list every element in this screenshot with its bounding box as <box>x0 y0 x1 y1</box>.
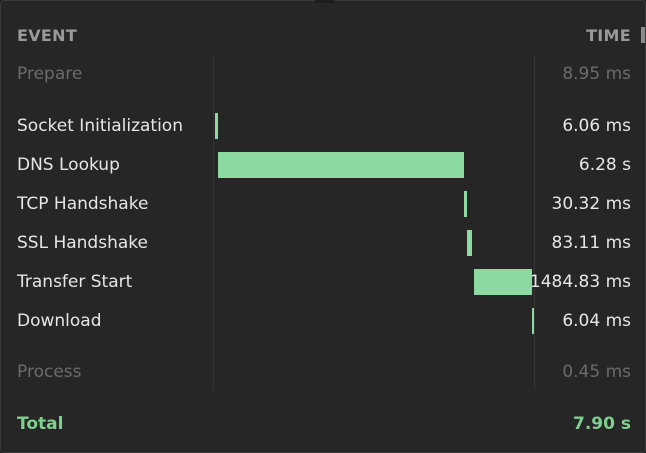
process-time: 0.45 ms <box>562 362 631 382</box>
total-label: Total <box>17 414 64 434</box>
event-time-ssl-handshake: 83.11 ms <box>551 233 632 253</box>
timeline-bar-download <box>532 308 534 334</box>
timeline-end-line <box>534 55 535 389</box>
event-label-download: Download <box>17 311 102 331</box>
total-time: 7.90 s <box>573 414 631 434</box>
timeline-bar-dns-lookup <box>218 152 464 178</box>
event-time-download: 6.04 ms <box>562 311 631 331</box>
event-label-tcp-handshake: TCP Handshake <box>17 194 149 214</box>
timeline-bar-ssl-handshake <box>467 230 472 256</box>
prepare-label: Prepare <box>17 64 83 84</box>
timeline-start-line <box>213 55 214 389</box>
event-label-ssl-handshake: SSL Handshake <box>17 233 148 253</box>
event-time-tcp-handshake: 30.32 ms <box>551 194 632 214</box>
time-column-header: TIME <box>586 26 631 45</box>
timeline-bar-transfer-start <box>474 269 532 295</box>
event-time-transfer-start: 1484.83 ms <box>529 272 631 292</box>
panel-pointer <box>315 0 335 3</box>
process-label: Process <box>17 362 82 382</box>
timeline-bar-socket-initialization <box>215 113 218 139</box>
event-label-socket-initialization: Socket Initialization <box>17 116 183 136</box>
scrollbar-handle[interactable] <box>641 27 645 43</box>
event-column-header: EVENT <box>17 26 78 45</box>
timeline-bar-tcp-handshake <box>464 191 467 217</box>
event-time-socket-initialization: 6.06 ms <box>562 116 631 136</box>
event-label-transfer-start: Transfer Start <box>17 272 133 292</box>
event-label-dns-lookup: DNS Lookup <box>17 155 120 175</box>
event-time-dns-lookup: 6.28 s <box>578 155 631 175</box>
prepare-time: 8.95 ms <box>562 64 631 84</box>
